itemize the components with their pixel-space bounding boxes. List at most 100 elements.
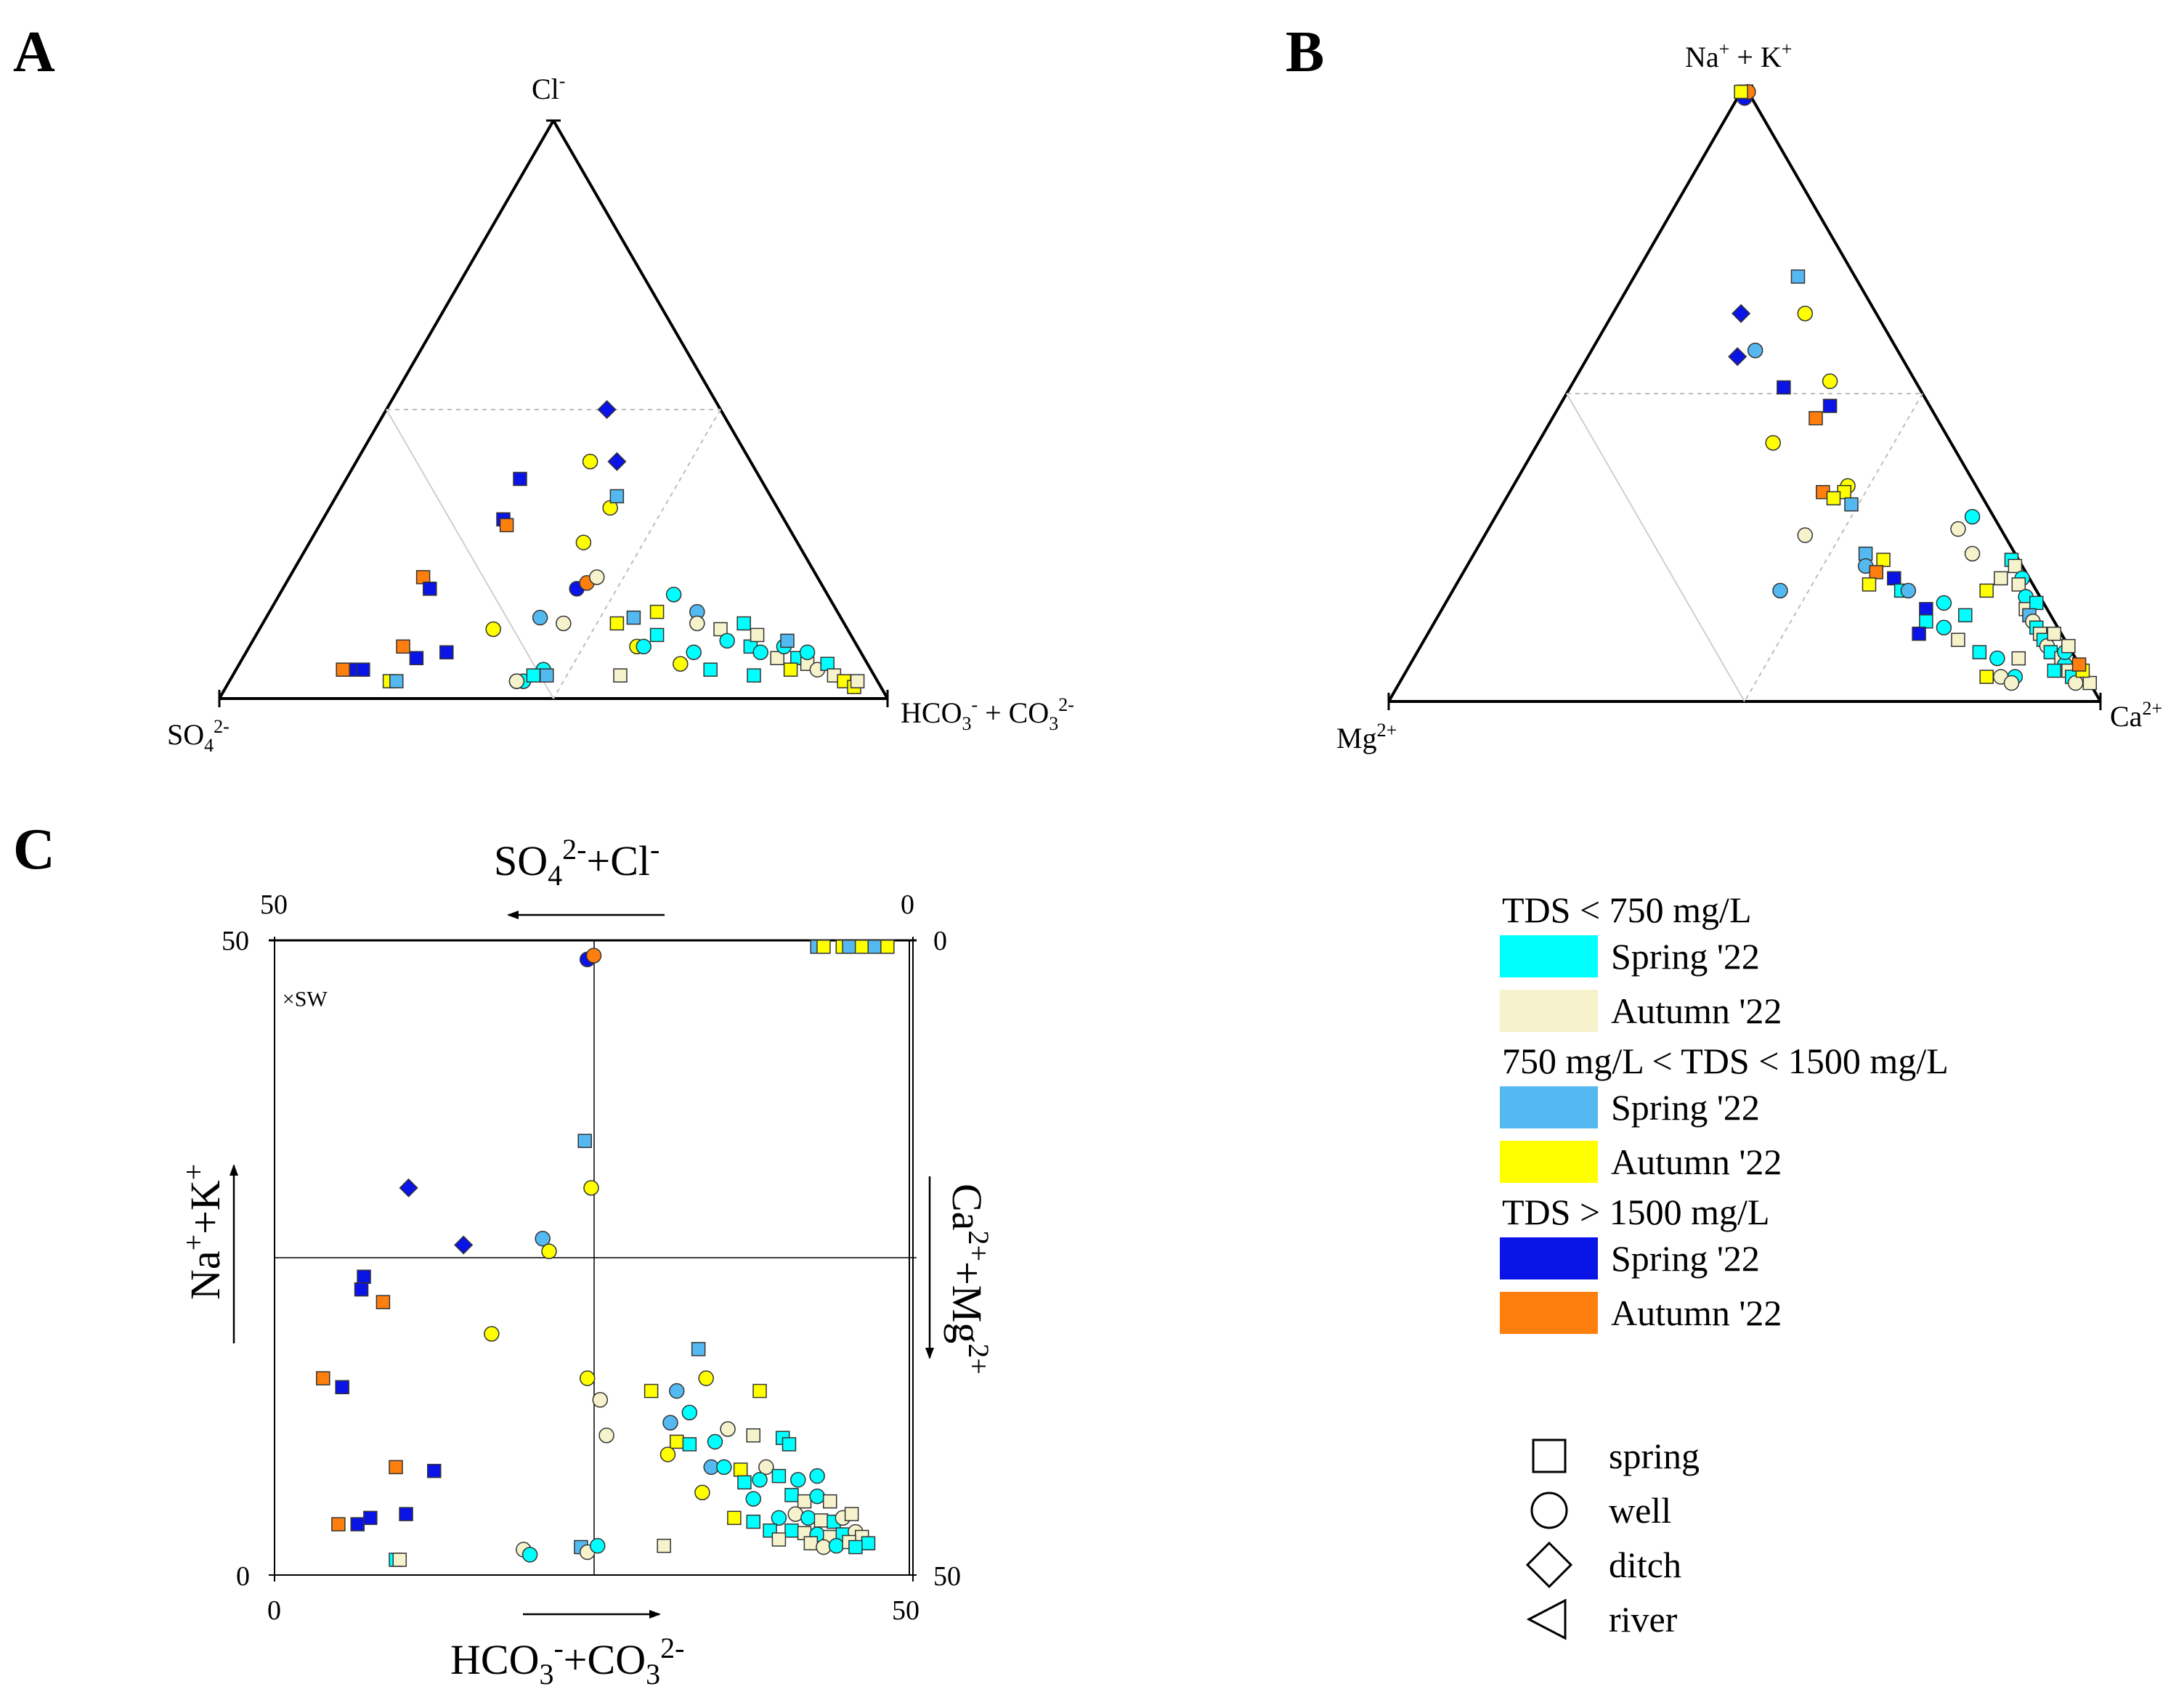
square-diagram-point: [363, 1510, 378, 1526]
ternary-a-point: [747, 668, 761, 683]
square-annotations: ×SW: [283, 988, 328, 1012]
tick-left-top: 50: [222, 926, 249, 956]
square-diagram-plot: 50 0 50 0 0 50 0 50 SO42-+Cl- HCO3-+CO32…: [177, 833, 995, 1690]
ternary-b-point: [1989, 650, 2005, 667]
square-diagram-point: [354, 1282, 369, 1297]
ternary-a-point: [673, 656, 689, 672]
triangle-b-guide-left: [1566, 393, 1745, 702]
square-diagram-point: [659, 1446, 676, 1462]
square-diagram-point: [644, 1383, 659, 1399]
ternary-b-point: [1797, 527, 1814, 543]
square-diagram-point: [698, 1370, 714, 1386]
ternary-b-point: [1919, 614, 1933, 629]
corner-label-so4: SO42-: [167, 716, 230, 756]
ternary-a-point: [719, 632, 735, 649]
ternary-a-point: [649, 604, 665, 619]
ternary-a-point: [336, 662, 350, 677]
ternary-a-point: [409, 651, 424, 666]
ternary-b-point: [2011, 651, 2026, 666]
square-diagram-point: [752, 1472, 768, 1488]
ternary-b-point: [1777, 380, 1791, 395]
legend-shape-label: river: [1609, 1599, 1678, 1640]
ternary-a-point: [513, 471, 527, 487]
square-diagram-point: [752, 1383, 767, 1399]
ternary-a-point: [780, 633, 795, 648]
ternary-b-point: [1994, 571, 2008, 586]
panel-letter-a: A: [13, 20, 55, 84]
square-diagram-point: [484, 1326, 500, 1342]
ternary-b-point: [1972, 645, 1987, 659]
ternary-b-point: [1772, 582, 1788, 599]
square-diagram-point: [816, 939, 831, 954]
square-diagram-point: [691, 1342, 706, 1356]
square-diagram-point: [733, 1462, 748, 1477]
axis-title-left: Na++K+: [177, 1164, 229, 1300]
legend-shape-square-icon: [1532, 1439, 1567, 1473]
square-diagram-point: [784, 1523, 799, 1538]
ternary-b-point: [1826, 491, 1841, 505]
square-diagram-point: [657, 1539, 671, 1553]
ternary-b-point: [2029, 595, 2044, 611]
ternary-a-point: [799, 644, 816, 661]
ternary-a-point: [423, 582, 437, 596]
square-diagram-point: [784, 1488, 799, 1502]
square-diagram-points: [316, 939, 895, 1567]
ternary-a-point: [597, 399, 617, 420]
square-diagram-point: [828, 1538, 845, 1554]
square-diagram-point: [577, 1134, 592, 1148]
ternary-a-point: [556, 615, 572, 632]
square-diagram-point: [670, 1434, 684, 1449]
ternary-b-point: [1862, 577, 1877, 592]
square-diagram-point: [662, 1415, 678, 1431]
ternary-b-point: [1951, 632, 1965, 647]
ternary-b-point: [1979, 670, 1994, 684]
square-diagram-point: [848, 1539, 863, 1555]
square-diagram-point: [758, 1459, 774, 1476]
ternary-a-point: [703, 662, 718, 677]
panel-letter-b: B: [1286, 20, 1324, 84]
legend-shape-circle-icon: [1530, 1492, 1568, 1529]
ternary-anion-plot: Cl- SO42- HCO3- + CO32-: [167, 70, 1074, 756]
ternary-a-point: [575, 534, 592, 550]
legend-item-label: Autumn '22: [1611, 1293, 1782, 1333]
legend-shape-label: spring: [1609, 1436, 1700, 1476]
ternary-a-point: [508, 673, 525, 689]
ternary-b-point: [1790, 269, 1806, 284]
panel-letter-c: C: [13, 818, 55, 882]
axis-title-bottom: HCO3-+CO32-: [450, 1632, 684, 1690]
square-diagram-point: [707, 1433, 723, 1450]
ternary-b-point: [1728, 347, 1747, 367]
square-diagram-point: [357, 1269, 371, 1284]
triangle-a-guide-left: [386, 409, 554, 699]
square-diagram-point: [809, 1488, 825, 1505]
ternary-a-point: [582, 453, 598, 470]
triangle-b-guide-right: [1744, 393, 1923, 702]
ternary-a-point: [356, 662, 370, 677]
square-diagram-point: [583, 1180, 599, 1196]
ternary-b-point: [2067, 675, 2084, 691]
legend-shape-label: well: [1609, 1490, 1671, 1531]
ternary-a-point: [540, 668, 554, 683]
legend-swatch: [1500, 1237, 1598, 1279]
ternary-b-point: [1958, 608, 1973, 623]
ternary-a-point: [532, 609, 548, 626]
ternary-a-point: [485, 621, 501, 638]
square-diagram-point: [790, 1472, 806, 1488]
square-diagram-point: [350, 1517, 365, 1531]
ternary-a-point: [526, 668, 541, 683]
tick-top-right: 0: [901, 890, 914, 920]
square-diagram-point: [771, 1468, 787, 1484]
square-diagram-point: [681, 1404, 698, 1421]
square-diagram-point: [454, 1235, 474, 1255]
ternary-a-point: [609, 616, 625, 631]
square-diagram-point: [535, 1231, 551, 1247]
tick-bottom-left: 0: [267, 1595, 281, 1626]
ternary-b-point: [1734, 84, 1748, 99]
legend-group-title: TDS > 1500 mg/L: [1502, 1192, 1769, 1232]
ternary-a-point: [499, 518, 514, 532]
square-diagram-point: [797, 1494, 812, 1509]
square-diagram-point: [813, 1513, 829, 1528]
square-diagram-point: [598, 1427, 614, 1444]
square-diagram-point: [585, 948, 602, 964]
